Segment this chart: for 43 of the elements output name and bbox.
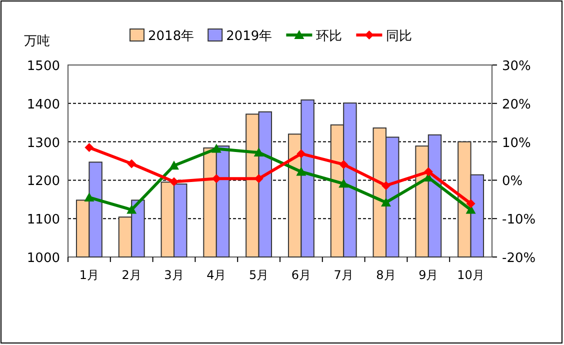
point: [296, 166, 306, 176]
x-tick-label: 7月: [334, 268, 354, 282]
point: [126, 204, 137, 214]
point: [170, 177, 178, 186]
y-tick-label: 1500: [26, 59, 60, 74]
y2-tick-label: 10%: [502, 136, 531, 151]
x-tick-label: 2月: [122, 268, 142, 282]
x-tick-label: 8月: [376, 268, 396, 282]
point: [382, 181, 390, 190]
x-tick-label: 10月: [457, 268, 484, 282]
y2-tick-label: 20%: [502, 97, 531, 112]
point: [254, 148, 264, 157]
x-tick-label: 9月: [418, 268, 438, 282]
point: [339, 160, 348, 169]
legend-label: 环比: [316, 29, 342, 44]
y-tick-label: 1200: [26, 174, 60, 190]
y-tick-label: 1300: [26, 136, 60, 151]
x-tick-label: 1月: [79, 268, 100, 282]
y-tick-label: 1400: [26, 97, 60, 112]
point: [169, 160, 179, 170]
y-axis-title: 万吨: [24, 34, 50, 49]
point: [466, 199, 476, 208]
x-tick-label: 6月: [291, 268, 312, 282]
point: [84, 192, 94, 202]
legend-label: 2018年: [148, 29, 194, 44]
y2-tick-label: -20%: [502, 251, 536, 266]
y-tick-label: 1100: [26, 212, 60, 228]
x-tick-label: 5月: [248, 268, 269, 282]
x-tick-label: 3月: [164, 268, 184, 282]
y2-tick-label: 30%: [502, 59, 531, 74]
x-tick-label: 4月: [206, 268, 226, 282]
point: [211, 144, 222, 153]
legend-label: 同比: [386, 29, 412, 44]
point: [381, 197, 391, 206]
y2-tick-label: -10%: [502, 212, 536, 228]
point: [127, 159, 136, 168]
point: [84, 143, 94, 152]
point: [338, 178, 349, 188]
y-tick-label: 1000: [26, 251, 60, 266]
legend-label: 2019年: [226, 29, 272, 44]
y2-tick-label: 0%: [502, 174, 523, 190]
point: [424, 167, 433, 176]
point: [296, 149, 306, 158]
